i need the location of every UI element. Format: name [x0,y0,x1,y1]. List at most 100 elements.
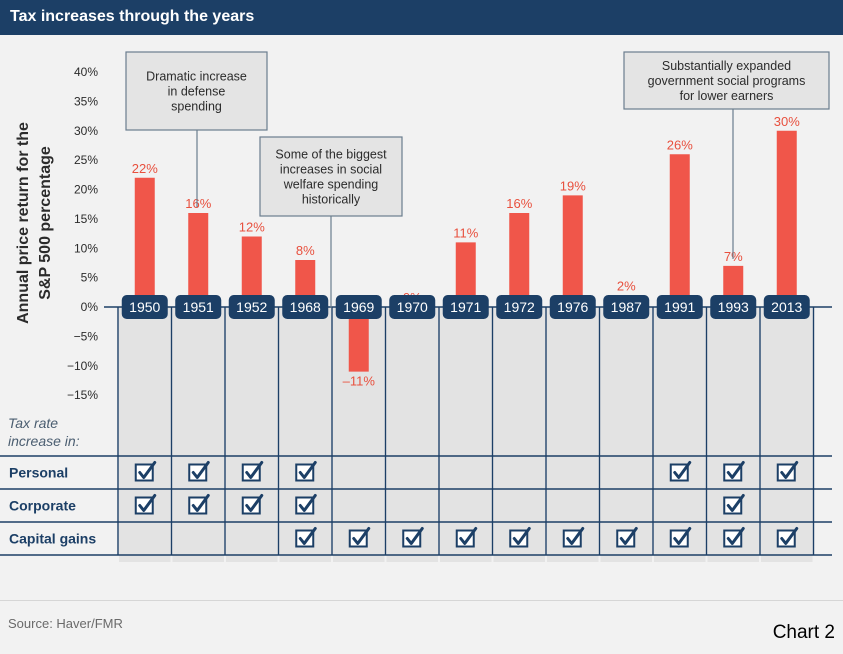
bar-1972 [509,213,530,307]
year-badge [228,295,275,319]
bar-1991 [669,154,690,307]
y-tick-label: 5% [81,271,99,285]
y-tick-label: 20% [74,183,98,197]
y-axis-label-line2: S&P 500 percentage [37,146,54,300]
bar-value-label: 30% [774,114,800,129]
chart-number-label: Chart 2 [772,622,835,643]
y-tick-label: 35% [74,94,98,108]
table-caption-line2: increase in: [8,433,80,449]
callout-text: government social programs [648,74,806,88]
year-column-background [761,307,813,562]
bar-1969 [348,307,369,372]
callout-text: in defense [168,85,226,99]
checkmark-icon [512,527,531,545]
year-badge [549,295,596,319]
year-badge [763,295,810,319]
year-label: 1972 [504,299,535,315]
y-axis-label-line1: Annual price return for the [15,122,32,324]
bar-1951 [188,213,209,307]
checkmark-icon [726,494,745,512]
checkmark-icon [726,461,745,479]
checkmark-icon [191,494,210,512]
checkmark-icon [245,461,264,479]
y-tick-label: −5% [74,329,99,343]
bar-1976 [562,195,583,307]
y-tick-label: 10% [74,241,98,255]
callout-text: Dramatic increase [146,70,247,84]
year-column-background [654,307,706,562]
bar-value-label: 11% [453,225,478,240]
checkmark-icon [298,461,317,479]
checkmark-icon [138,461,157,479]
year-badge [282,295,329,319]
callout-text: Substantially expanded [662,59,791,73]
checkmark-icon [245,494,264,512]
table-row-label: Capital gains [9,531,96,547]
year-badge [710,295,757,319]
bar-value-label: 12% [239,220,265,235]
bar-value-label: 16% [185,196,211,211]
callout-box [125,51,268,131]
year-badge [496,295,543,319]
checkmark-icon [780,527,799,545]
year-badge [389,295,436,319]
year-column-background [440,307,492,562]
bar-1971 [455,242,476,307]
table-row-label: Corporate [9,498,76,514]
year-column-background [386,307,438,562]
y-tick-label: 15% [74,212,98,226]
checkmark-icon [138,494,157,512]
bar-2013 [776,130,797,307]
y-tick-label: 0% [81,300,99,314]
year-label: 1970 [397,299,428,315]
chart-header: Tax increases through the years [0,0,843,35]
bar-value-label: 26% [667,137,693,152]
callout-box [623,51,830,110]
callout-text: for lower earners [680,89,774,103]
checkmark-icon [191,461,210,479]
callout-text: increases in social [280,163,382,177]
y-tick-label: 30% [74,124,98,138]
year-column-background [600,307,652,562]
year-label: 1987 [611,299,642,315]
year-badge [175,295,222,319]
checkmark-icon [780,461,799,479]
table-caption-line1: Tax rate [8,415,58,431]
year-column-background [707,307,759,562]
year-label: 1969 [343,299,374,315]
callout-text: welfare spending [283,178,379,192]
callout-box [259,136,403,217]
year-label: 1950 [129,299,160,315]
y-tick-label: −15% [67,388,98,402]
callout-text: Some of the biggest [275,148,387,162]
tax-increase-chart: 40% 35% 30% 25% 20% 15% 10% 5% 0% −5% −10% −15% Annu… [0,51,832,562]
footer-divider [0,600,843,601]
checkmark-icon [566,527,585,545]
year-label: 1952 [236,299,267,315]
y-tick-label: −10% [67,359,98,373]
checkmark-icon [673,527,692,545]
checkmark-icon [726,527,745,545]
year-column-background [493,307,545,562]
checkmark-icon [619,527,638,545]
y-tick-label: 40% [74,65,98,79]
checkmark-icon [405,527,424,545]
year-label: 1951 [183,299,214,315]
checkmark-icon [459,527,478,545]
bar-value-label: –11% [343,374,376,389]
callout-text: spending [171,100,222,114]
bar-1952 [241,236,262,307]
bar-value-label: 16% [506,196,532,211]
year-label: 2013 [771,299,802,315]
checkmark-icon [673,461,692,479]
year-label: 1968 [290,299,321,315]
year-label: 1991 [664,299,695,315]
year-badge [656,295,703,319]
table-row-label: Personal [9,465,68,481]
year-badge [335,295,382,319]
bar-value-label: 19% [560,178,586,193]
source-note: Source: Haver/FMR [8,616,123,631]
year-column-background [172,307,224,562]
bar-value-label: 8% [296,243,315,258]
checkmark-icon [298,494,317,512]
